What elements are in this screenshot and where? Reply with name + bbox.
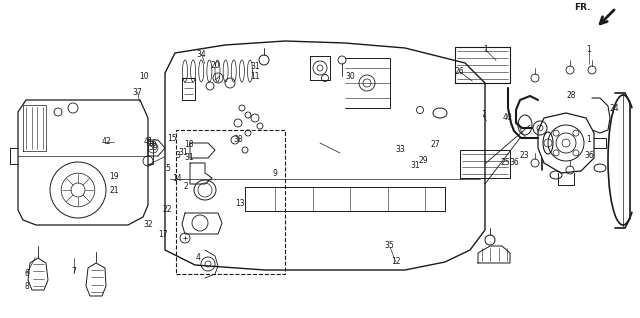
Text: 11: 11 (250, 72, 259, 81)
Text: 19: 19 (109, 172, 119, 181)
Text: 4: 4 (196, 253, 201, 262)
Polygon shape (18, 100, 148, 225)
Text: 23: 23 (520, 151, 530, 160)
Text: 26: 26 (454, 67, 465, 76)
Text: 31: 31 (250, 62, 260, 71)
Text: 13: 13 (235, 199, 245, 208)
Text: 29: 29 (419, 156, 429, 165)
Text: 35: 35 (384, 241, 394, 250)
Text: 18: 18 (185, 140, 194, 149)
Text: 20: 20 (211, 61, 221, 70)
Text: 36: 36 (509, 158, 520, 167)
Text: 31: 31 (410, 161, 420, 170)
Text: 33: 33 (396, 145, 406, 154)
Text: 9: 9 (273, 169, 278, 178)
Text: 6: 6 (24, 269, 29, 278)
Text: 10: 10 (139, 72, 149, 81)
Text: 31: 31 (184, 153, 195, 162)
Bar (176, 130, 285, 274)
Text: 24: 24 (609, 104, 620, 113)
Text: 14: 14 (172, 174, 182, 183)
Text: 30: 30 (346, 72, 356, 81)
Text: 2: 2 (183, 182, 188, 190)
Text: 5: 5 (165, 164, 170, 173)
Text: 1: 1 (586, 135, 591, 144)
Polygon shape (165, 41, 485, 270)
Text: 1: 1 (586, 45, 591, 54)
Text: 41: 41 (143, 137, 154, 146)
Text: 36: 36 (584, 151, 594, 160)
Polygon shape (538, 113, 594, 173)
Text: 38: 38 (233, 135, 243, 144)
Text: 25: 25 (500, 158, 511, 167)
Text: 34: 34 (196, 50, 207, 59)
Text: 31: 31 (178, 148, 188, 157)
Text: 17: 17 (158, 230, 168, 239)
Text: 1: 1 (483, 45, 488, 54)
Text: 28: 28 (567, 91, 576, 100)
Text: 32: 32 (143, 220, 154, 229)
Text: 8: 8 (24, 282, 29, 291)
Text: 27: 27 (430, 140, 440, 149)
Text: 22: 22 (163, 205, 172, 214)
Text: 37: 37 (132, 88, 143, 97)
Text: 7: 7 (71, 267, 76, 276)
Text: 3: 3 (175, 151, 180, 160)
Text: 39: 39 (148, 143, 159, 152)
Text: 1: 1 (481, 110, 486, 119)
Text: 15: 15 (166, 134, 177, 143)
Polygon shape (86, 263, 106, 296)
Text: FR.: FR. (574, 3, 591, 12)
Polygon shape (28, 258, 48, 290)
Text: 12: 12 (391, 257, 400, 266)
Text: 21: 21 (109, 186, 118, 195)
Text: 42: 42 (101, 137, 111, 146)
Text: 40: 40 (502, 113, 513, 122)
Text: 16: 16 (147, 139, 157, 148)
